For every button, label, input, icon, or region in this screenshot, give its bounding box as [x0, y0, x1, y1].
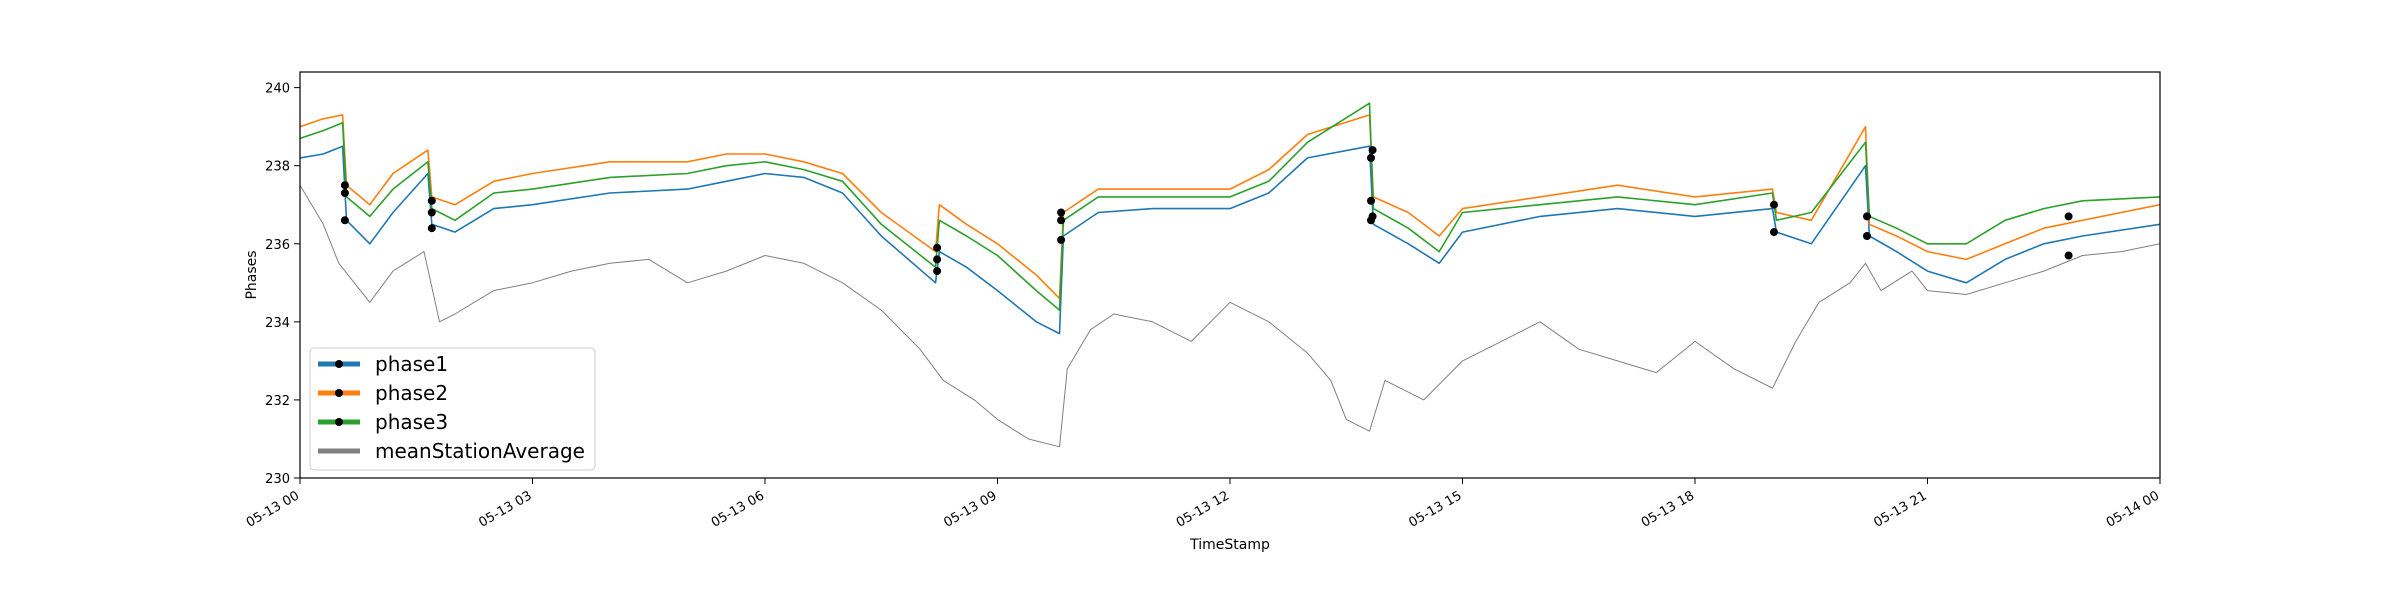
marker-phase1: [933, 267, 942, 276]
legend-marker-phase3: [335, 418, 343, 426]
marker-phase1: [1057, 235, 1066, 244]
marker-phase2: [427, 196, 436, 205]
x-tick-label: 05-13 15: [1406, 488, 1464, 530]
marker-phase3: [933, 255, 942, 264]
legend-label-phase2: phase2: [375, 381, 448, 405]
y-tick-label: 238: [265, 160, 290, 175]
series-layer: [300, 102, 2160, 448]
series-line-phase1: [300, 145, 2160, 335]
x-tick-label: 05-13 00: [244, 488, 302, 530]
marker-phase3: [2064, 212, 2073, 221]
marker-phase3: [427, 208, 436, 217]
x-tick-label: 05-14 00: [2104, 488, 2162, 530]
y-tick-label: 232: [265, 394, 290, 409]
marker-phase2: [933, 243, 942, 252]
y-axis: 230 232 234 236 238 240: [265, 82, 300, 487]
x-tick-label: 05-13 18: [1639, 488, 1697, 530]
marker-phase3: [1863, 212, 1871, 221]
marker-phase1: [1770, 228, 1778, 237]
marker-phase2: [1057, 208, 1066, 217]
y-tick-label: 234: [265, 316, 290, 331]
legend: phase1 phase2 phase3 meanStationAverage: [309, 347, 596, 471]
legend-label-phase1: phase1: [375, 352, 448, 376]
series-line-phase2: [300, 114, 2160, 300]
y-tick-label: 230: [265, 472, 290, 487]
marker-phase2: [1367, 196, 1375, 205]
legend-label-phase3: phase3: [375, 410, 448, 434]
x-tick-label: 05-13 03: [476, 488, 534, 530]
y-axis-label: Phases: [244, 250, 260, 299]
marker-phase1: [340, 216, 349, 225]
x-axis: 05-13 00 05-13 03 05-13 06 05-13 09 05-13 12…: [244, 478, 2162, 531]
legend-marker-phase1: [335, 360, 343, 368]
marker-phase3: [340, 189, 349, 197]
marker-phase3: [1368, 212, 1377, 221]
legend-label-meanstationaverage: meanStationAverage: [375, 439, 585, 463]
marker-phase3: [1367, 153, 1375, 162]
plot-background: [300, 72, 2160, 478]
marker-phase3: [1770, 200, 1778, 209]
x-tick-label: 05-13 06: [709, 488, 767, 530]
y-tick-label: 236: [265, 238, 290, 253]
x-axis-label: TimeStamp: [1189, 537, 1270, 553]
series-line-phase3: [300, 102, 2160, 311]
marker-phase2: [1863, 232, 1871, 240]
x-tick-label: 05-13 09: [941, 488, 999, 530]
marker-phase2: [1368, 146, 1377, 155]
series-line-meanstationaverage: [300, 184, 2160, 448]
marker-phase1: [427, 224, 436, 233]
y-tick-label: 240: [265, 82, 290, 97]
marker-phase1: [2064, 251, 2073, 260]
marker-layer: [340, 146, 2073, 276]
x-tick-label: 05-13 21: [1871, 488, 1929, 530]
marker-phase3: [1057, 216, 1066, 225]
legend-entries: phase1 phase2 phase3 meanStationAverage: [318, 352, 585, 463]
x-tick-label: 05-13 12: [1174, 488, 1232, 530]
legend-box: [309, 347, 596, 471]
legend-marker-phase2: [335, 389, 343, 397]
marker-phase2: [340, 181, 349, 190]
